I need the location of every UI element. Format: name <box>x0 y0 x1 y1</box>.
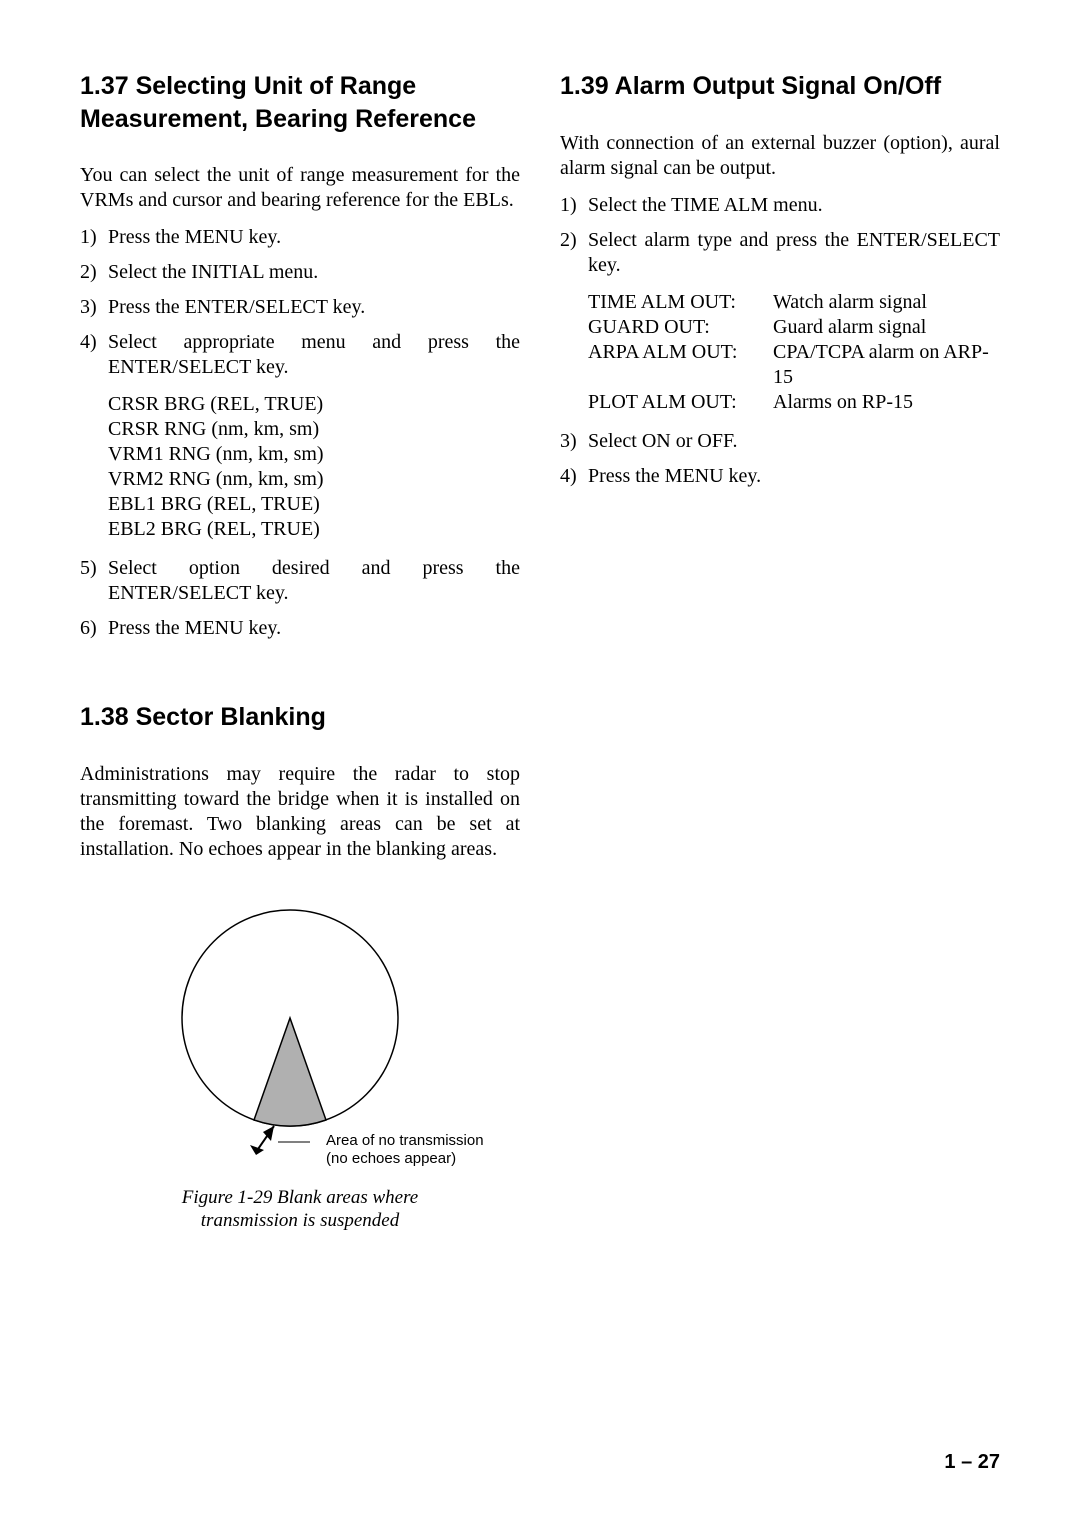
page-content: 1.37 Selecting Unit of Range Measurement… <box>80 70 1000 1233</box>
step-number: 2) <box>80 260 108 285</box>
table-row: PLOT ALM OUT: Alarms on RP-15 <box>588 390 1000 415</box>
intro-1-39: With connection of an external buzzer (o… <box>560 131 1000 181</box>
figure-1-29: Area of no transmission (no echoes appea… <box>80 898 520 1234</box>
caption-line: transmission is suspended <box>80 1209 520 1233</box>
option-line: CRSR RNG (nm, km, sm) <box>108 417 520 442</box>
option-line: EBL2 BRG (REL, TRUE) <box>108 517 520 542</box>
option-line: VRM1 RNG (nm, km, sm) <box>108 442 520 467</box>
step-text: Press the MENU key. <box>108 616 520 641</box>
step-text: Select the INITIAL menu. <box>108 260 520 285</box>
list-item: 1) Press the MENU key. <box>80 225 520 250</box>
step-number: 3) <box>80 295 108 320</box>
table-row: TIME ALM OUT: Watch alarm signal <box>588 290 1000 315</box>
list-item: 2) Select alarm type and press the ENTER… <box>560 228 1000 278</box>
step-text: Press the ENTER/SELECT key. <box>108 295 520 320</box>
alarm-value: Guard alarm signal <box>773 315 1000 340</box>
page-number: 1 – 27 <box>944 1451 1000 1474</box>
alarm-key: TIME ALM OUT: <box>588 290 773 315</box>
steps-1-39-b: 3) Select ON or OFF. 4) Press the MENU k… <box>560 429 1000 489</box>
list-item: 6) Press the MENU key. <box>80 616 520 641</box>
left-column: 1.37 Selecting Unit of Range Measurement… <box>80 70 520 1233</box>
step-text: Select option desired and press the ENTE… <box>108 556 520 606</box>
steps-1-37-a: 1) Press the MENU key. 2) Select the INI… <box>80 225 520 380</box>
step-text: Select appropriate menu and press the EN… <box>108 330 520 380</box>
steps-1-39-a: 1) Select the TIME ALM menu. 2) Select a… <box>560 193 1000 278</box>
step-number: 1) <box>80 225 108 250</box>
option-line: VRM2 RNG (nm, km, sm) <box>108 467 520 492</box>
alarm-value: Watch alarm signal <box>773 290 1000 315</box>
list-item: 3) Press the ENTER/SELECT key. <box>80 295 520 320</box>
list-item: 4) Press the MENU key. <box>560 464 1000 489</box>
figure-caption: Figure 1-29 Blank areas where transmissi… <box>80 1186 520 1234</box>
table-row: ARPA ALM OUT: CPA/TCPA alarm on ARP-15 <box>588 340 1000 390</box>
step-text: Select alarm type and press the ENTER/SE… <box>588 228 1000 278</box>
option-line: EBL1 BRG (REL, TRUE) <box>108 492 520 517</box>
table-row: GUARD OUT: Guard alarm signal <box>588 315 1000 340</box>
step-text: Select the TIME ALM menu. <box>588 193 1000 218</box>
intro-1-37: You can select the unit of range measure… <box>80 163 520 213</box>
option-line: CRSR BRG (REL, TRUE) <box>108 392 520 417</box>
heading-1-39: 1.39 Alarm Output Signal On/Off <box>560 70 1000 103</box>
caption-line: Figure 1-29 Blank areas where <box>80 1186 520 1210</box>
list-item: 4) Select appropriate menu and press the… <box>80 330 520 380</box>
step-text: Press the MENU key. <box>588 464 1000 489</box>
alarm-value: CPA/TCPA alarm on ARP-15 <box>773 340 1000 390</box>
list-item: 2) Select the INITIAL menu. <box>80 260 520 285</box>
figure-label: Area of no transmission (no echoes appea… <box>326 1132 484 1168</box>
step-number: 2) <box>560 228 588 278</box>
step-number: 5) <box>80 556 108 606</box>
alarm-signal-table: TIME ALM OUT: Watch alarm signal GUARD O… <box>588 290 1000 415</box>
list-item: 1) Select the TIME ALM menu. <box>560 193 1000 218</box>
list-item: 5) Select option desired and press the E… <box>80 556 520 606</box>
body-1-38: Administrations may require the radar to… <box>80 762 520 862</box>
step-number: 4) <box>560 464 588 489</box>
figure-label-line: (no echoes appear) <box>326 1150 484 1168</box>
list-item: 3) Select ON or OFF. <box>560 429 1000 454</box>
alarm-key: GUARD OUT: <box>588 315 773 340</box>
alarm-key: ARPA ALM OUT: <box>588 340 773 390</box>
options-block: CRSR BRG (REL, TRUE) CRSR RNG (nm, km, s… <box>108 392 520 542</box>
steps-1-37-b: 5) Select option desired and press the E… <box>80 556 520 641</box>
figure-label-line: Area of no transmission <box>326 1132 484 1150</box>
step-number: 6) <box>80 616 108 641</box>
right-column: 1.39 Alarm Output Signal On/Off With con… <box>560 70 1000 1233</box>
step-number: 4) <box>80 330 108 380</box>
step-text: Select ON or OFF. <box>588 429 1000 454</box>
step-number: 3) <box>560 429 588 454</box>
heading-1-38: 1.38 Sector Blanking <box>80 701 520 734</box>
alarm-key: PLOT ALM OUT: <box>588 390 773 415</box>
heading-1-37: 1.37 Selecting Unit of Range Measurement… <box>80 70 520 135</box>
alarm-value: Alarms on RP-15 <box>773 390 1000 415</box>
step-number: 1) <box>560 193 588 218</box>
sector-blanking-diagram <box>150 898 450 1158</box>
step-text: Press the MENU key. <box>108 225 520 250</box>
